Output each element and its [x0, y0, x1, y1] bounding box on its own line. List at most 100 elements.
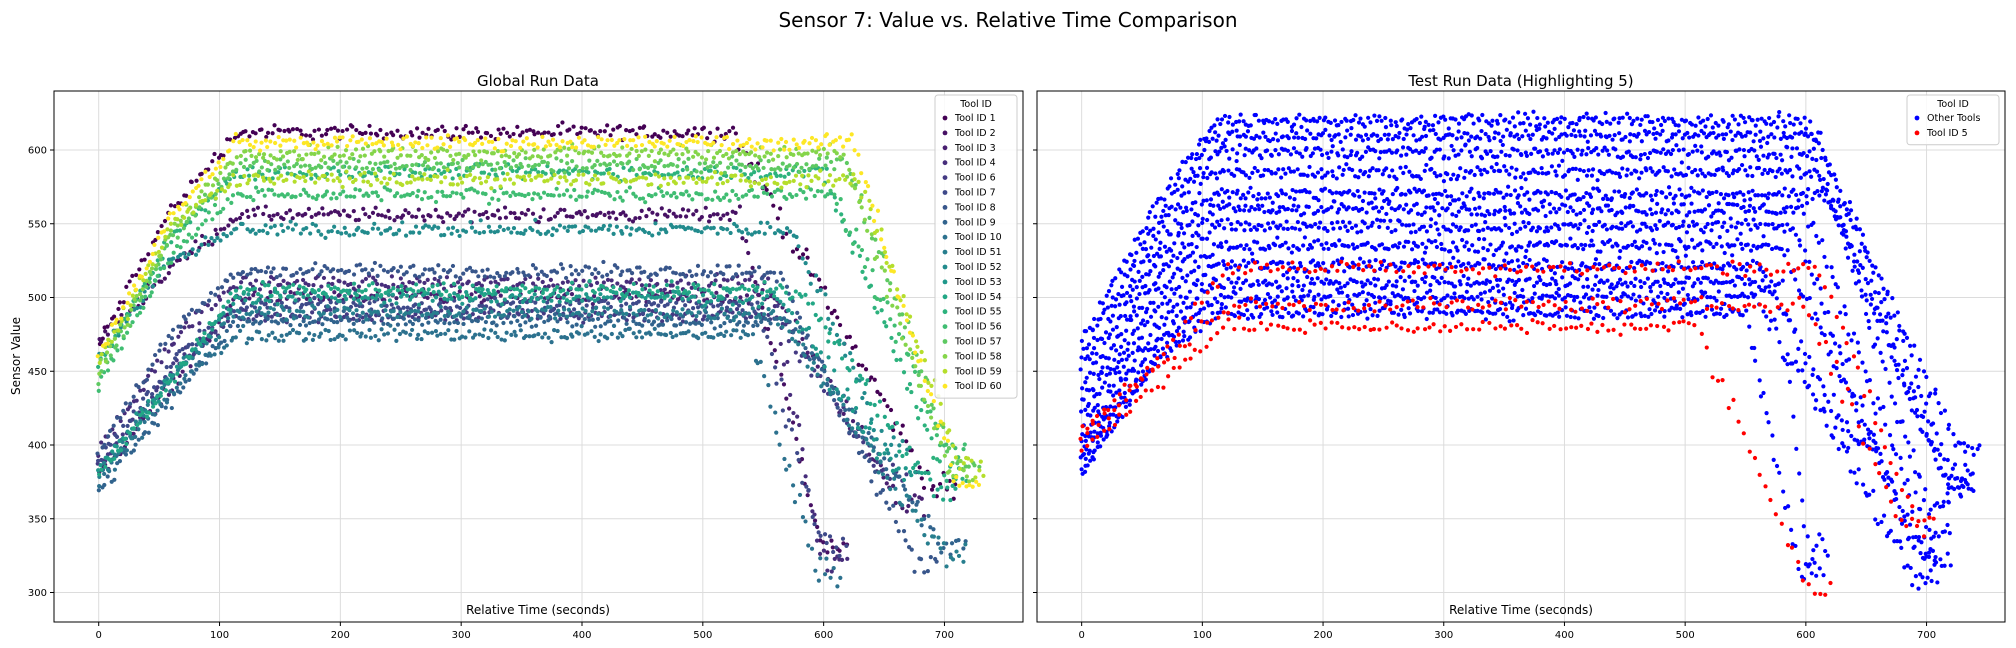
data-point: [963, 542, 968, 547]
data-point: [580, 306, 585, 311]
data-point: [268, 290, 273, 295]
data-point: [504, 286, 509, 291]
data-point: [389, 302, 394, 307]
data-point: [381, 143, 386, 148]
data-point: [561, 313, 566, 318]
data-point: [637, 167, 642, 172]
data-point: [459, 192, 464, 197]
data-point: [769, 351, 775, 357]
data-point: [781, 382, 787, 387]
data-point: [803, 261, 808, 266]
data-point: [426, 224, 431, 229]
data-point: [675, 170, 680, 175]
data-point: [355, 330, 360, 336]
data-point: [155, 273, 160, 279]
data-point: [155, 230, 160, 235]
data-point: [698, 287, 703, 292]
data-point: [652, 144, 657, 149]
data-point: [265, 265, 271, 270]
data-point: [429, 195, 434, 200]
data-point: [562, 207, 567, 213]
data-point: [564, 298, 570, 303]
data-point: [245, 138, 250, 143]
data-point: [756, 292, 761, 297]
data-point: [183, 320, 189, 325]
data-point: [835, 315, 840, 320]
data-point: [856, 244, 861, 249]
data-point: [261, 152, 267, 157]
data-point: [649, 148, 654, 154]
data-point: [309, 176, 314, 181]
data-point: [497, 216, 502, 221]
data-point: [477, 212, 482, 217]
data-point: [353, 147, 359, 152]
data-point: [502, 177, 507, 182]
data-point: [740, 230, 745, 235]
data-point: [918, 383, 924, 389]
data-point: [512, 211, 517, 216]
data-point: [775, 322, 781, 327]
data-point: [263, 270, 268, 275]
data-point: [429, 150, 434, 155]
data-point: [240, 137, 245, 143]
data-point: [541, 299, 546, 304]
data-point: [711, 225, 716, 231]
data-point: [473, 332, 478, 337]
data-point: [788, 392, 793, 398]
data-point: [401, 292, 406, 297]
data-point: [426, 320, 431, 325]
data-point: [297, 313, 302, 319]
data-point: [859, 247, 865, 253]
data-point: [731, 318, 736, 323]
data-point: [265, 305, 270, 310]
data-point: [523, 286, 528, 291]
data-point: [445, 297, 450, 302]
data-point: [718, 301, 724, 307]
data-point: [661, 193, 666, 199]
data-point: [653, 172, 658, 177]
data-point: [363, 288, 368, 293]
data-point: [565, 161, 570, 166]
data-point: [937, 459, 942, 464]
data-point: [226, 316, 231, 321]
data-point: [565, 188, 570, 193]
data-point: [278, 282, 283, 287]
data-point: [395, 288, 400, 293]
data-point: [420, 313, 425, 318]
data-point: [361, 319, 366, 324]
data-point: [913, 364, 918, 369]
data-point: [961, 546, 966, 551]
data-point: [592, 334, 597, 339]
data-point: [158, 342, 163, 347]
data-point: [326, 229, 331, 234]
data-point: [549, 340, 554, 345]
data-point: [703, 157, 709, 162]
data-point: [860, 363, 865, 368]
data-point: [453, 274, 458, 279]
data-point: [253, 231, 258, 236]
data-point: [913, 470, 918, 475]
data-point: [800, 256, 805, 261]
data-point: [469, 292, 474, 297]
data-point: [237, 215, 243, 221]
data-point: [884, 467, 889, 472]
data-point: [254, 309, 259, 314]
data-point: [630, 128, 635, 133]
data-point: [243, 129, 248, 134]
data-point: [159, 385, 164, 391]
data-point: [298, 164, 303, 169]
data-point: [247, 142, 253, 148]
data-point: [518, 145, 523, 150]
data-point: [150, 404, 156, 409]
data-point: [234, 155, 239, 160]
data-point: [245, 167, 250, 172]
data-point: [450, 225, 456, 230]
data-point: [648, 278, 654, 283]
data-point: [568, 194, 573, 199]
data-point: [124, 330, 130, 335]
data-point: [733, 272, 739, 277]
data-point: [412, 177, 417, 182]
data-point: [787, 163, 792, 168]
data-point: [637, 125, 642, 130]
